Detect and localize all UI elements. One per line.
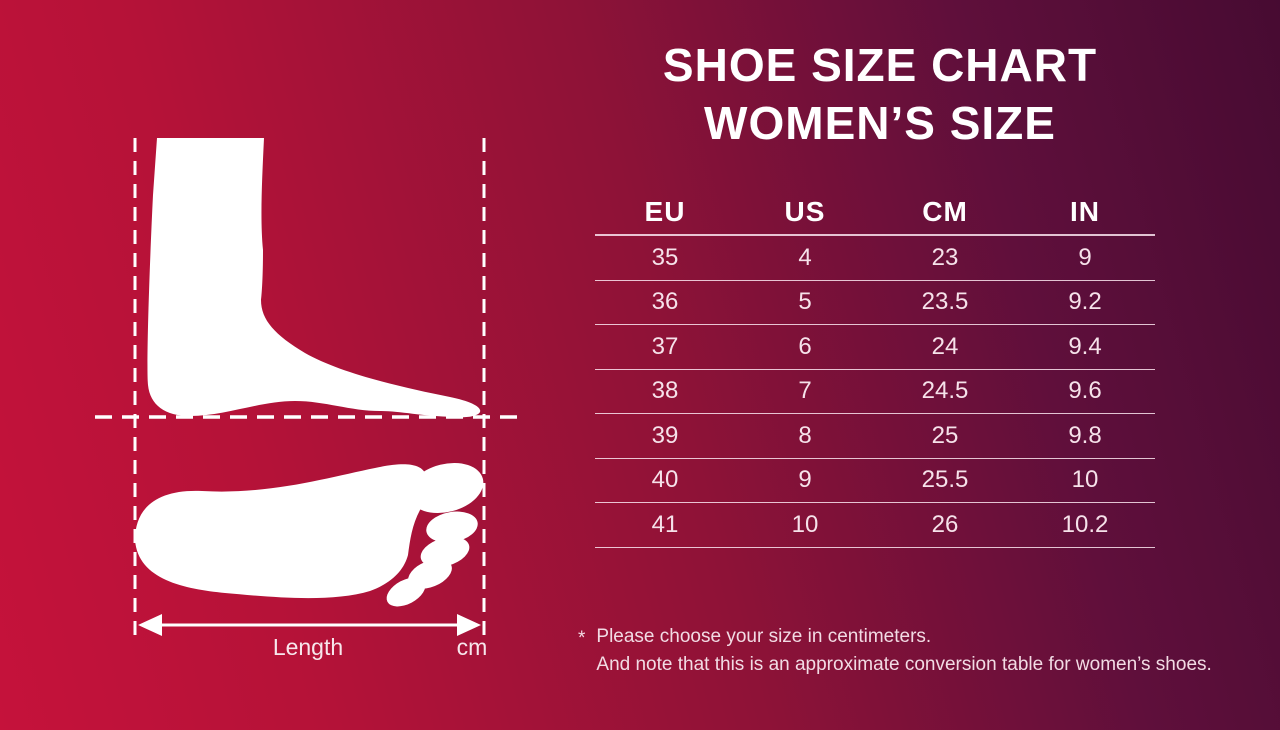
- footnote-text: Please choose your size in centimeters. …: [596, 623, 1211, 678]
- table-row: 35 4 23 9: [595, 236, 1155, 281]
- table-cell: 25: [931, 421, 959, 449]
- table-cell: 10.2: [1061, 510, 1109, 538]
- table-cell: 9.6: [1068, 377, 1102, 405]
- length-label: Length: [272, 634, 344, 660]
- table-cell: 36: [651, 288, 679, 316]
- table-cell: 9: [1078, 243, 1092, 271]
- title-line-2: WOMEN’S SIZE: [704, 97, 1056, 149]
- table-row: 40 9 25.5 10: [595, 459, 1155, 503]
- table-cell: 9.8: [1068, 421, 1102, 449]
- table-cell: 23.5: [921, 288, 969, 316]
- table-cell: 7: [798, 377, 812, 405]
- table-header-cell: CM: [922, 196, 968, 227]
- table-cell: 10: [791, 510, 819, 538]
- title-line-1: SHOE SIZE CHART: [662, 39, 1098, 91]
- footnote-line-1: Please choose your size in centimeters.: [596, 626, 932, 647]
- table-cell: 5: [798, 288, 812, 316]
- table-cell: 39: [651, 421, 679, 449]
- table-row: 36 5 23.5 9.2: [595, 281, 1155, 325]
- table-header-cell: US: [784, 196, 826, 227]
- table-cell: 38: [651, 377, 679, 405]
- table-cell: 37: [651, 332, 679, 360]
- table-cell: 40: [651, 466, 679, 494]
- table-cell: 24: [931, 332, 959, 360]
- table-row: 37 6 24 9.4: [595, 325, 1155, 370]
- table-row: 38 7 24.5 9.6: [595, 370, 1155, 414]
- page-title: SHOE SIZE CHART WOMEN’S SIZE: [560, 36, 1200, 152]
- asterisk-marker: *: [578, 628, 586, 649]
- footnote-line-2: And note that this is an approximate con…: [596, 653, 1212, 675]
- table-row: 39 8 25 9.8: [595, 414, 1155, 459]
- cm-unit-label: cm: [456, 634, 488, 660]
- table-cell: 4: [798, 243, 812, 271]
- table-header-row: EU US CM IN: [595, 190, 1155, 236]
- foot-side-icon: [147, 138, 481, 418]
- table-cell: 25.5: [921, 466, 969, 494]
- table-cell: 10: [1071, 466, 1099, 494]
- foot-measurement-diagram: [95, 138, 525, 640]
- table-cell: 9.2: [1068, 288, 1102, 316]
- table-row: 41 10 26 10.2: [595, 503, 1155, 548]
- table-body: 35 4 23 9 36 5 23.5 9.2 37 6 24 9.4 38 7 24.5 9.6 39 8 25 9…: [595, 236, 1155, 548]
- table-cell: 9: [798, 466, 812, 494]
- table-cell: 26: [931, 510, 959, 538]
- table-cell: 35: [651, 243, 679, 271]
- table-cell: 23: [931, 243, 959, 271]
- table-header-cell: IN: [1070, 196, 1100, 227]
- footnotes: * Please choose your size in centimeters…: [578, 623, 1212, 678]
- table-cell: 9.4: [1068, 332, 1102, 360]
- table-cell: 24.5: [921, 377, 969, 405]
- table-cell: 6: [798, 332, 812, 360]
- table-header-cell: EU: [644, 196, 686, 227]
- table-cell: 41: [651, 510, 679, 538]
- footprint-icon: [135, 462, 484, 607]
- length-arrow: [138, 614, 481, 636]
- table-cell: 8: [798, 421, 812, 449]
- size-table: EU US CM IN 35 4 23 9 36 5 23.5 9.2 37 6 24 9.4 38 7 24.5…: [595, 190, 1155, 548]
